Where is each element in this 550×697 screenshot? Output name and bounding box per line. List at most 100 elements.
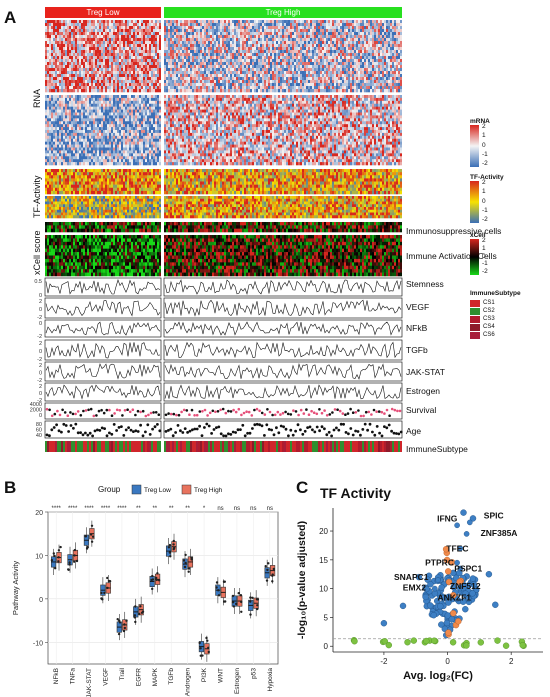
survival-point xyxy=(167,412,170,415)
subtype-cell xyxy=(101,441,103,452)
survival-point xyxy=(89,407,93,411)
survival-point xyxy=(383,412,386,415)
age-point xyxy=(174,431,178,434)
box-point xyxy=(134,605,137,608)
subtype-cell xyxy=(196,441,198,452)
point-label: ANKZF1 xyxy=(438,592,472,602)
box-point xyxy=(205,636,208,640)
age-point xyxy=(354,429,357,433)
survival-point xyxy=(92,414,96,418)
subtype-cell xyxy=(386,441,388,452)
box-point xyxy=(103,591,106,595)
legend-tick: -2 xyxy=(482,268,488,275)
survival-point xyxy=(255,407,259,411)
age-point xyxy=(141,434,145,438)
age-point xyxy=(153,425,157,429)
point-significant xyxy=(469,575,477,582)
subtype-cell xyxy=(294,441,296,452)
subtype-cell xyxy=(316,441,318,452)
survival-point xyxy=(364,410,368,414)
subtype-cell xyxy=(374,441,376,452)
survival-point xyxy=(224,411,228,415)
track-tick-label: 2 xyxy=(39,299,42,305)
subtype-cell xyxy=(200,441,202,452)
track-tick-label: 0 xyxy=(39,307,42,313)
box-point xyxy=(155,576,158,580)
survival-point xyxy=(164,413,168,417)
subtype-cell xyxy=(258,441,260,452)
age-point xyxy=(69,424,73,427)
subtype-cell xyxy=(226,441,228,452)
survival-point xyxy=(333,408,337,411)
subtype-cell xyxy=(151,441,153,452)
x-tick-label: 2 xyxy=(509,657,514,666)
survival-point xyxy=(182,408,186,412)
point-label: SNAPC1 xyxy=(394,572,429,582)
subtype-cell xyxy=(184,441,186,452)
point-nonsignificant xyxy=(477,639,485,646)
track-frame xyxy=(163,339,403,361)
subtype-cell xyxy=(214,441,216,452)
legend-subtype-item: CS3 xyxy=(470,315,521,323)
subtype-cell xyxy=(358,441,360,452)
subtype-cell xyxy=(168,441,170,452)
track-frame xyxy=(44,319,162,338)
subtype-cell xyxy=(121,441,123,452)
subtype-cell xyxy=(256,441,258,452)
track-frame xyxy=(163,297,403,319)
subtype-cell xyxy=(47,441,49,452)
significance-label: ns xyxy=(250,506,256,512)
track-line xyxy=(164,341,402,359)
subtype-cell xyxy=(89,441,91,452)
survival-point xyxy=(232,408,235,412)
age-point xyxy=(387,423,391,427)
legend-tick: 0 xyxy=(482,141,486,149)
significance-label: **** xyxy=(68,506,78,512)
box-point xyxy=(54,567,57,570)
box-point xyxy=(75,559,79,563)
box-point xyxy=(184,561,187,565)
subtype-cell xyxy=(87,441,89,452)
legend-subtype-item: CS6 xyxy=(470,331,521,339)
survival-point xyxy=(245,410,248,414)
track-estrogen: 20-2 xyxy=(37,382,403,404)
labeled-point xyxy=(457,545,464,552)
subtype-cell xyxy=(228,441,230,452)
track-line xyxy=(164,299,402,317)
point-significant xyxy=(444,612,452,619)
track-jakstat: 2 0-2 xyxy=(37,361,403,384)
age-point xyxy=(239,428,242,431)
track-frame xyxy=(163,402,403,420)
point-nonsignificant xyxy=(430,637,438,644)
age-point xyxy=(366,428,369,432)
subtype-cell xyxy=(93,441,95,452)
rna-heatmap-lower xyxy=(45,95,402,166)
age-point xyxy=(151,427,155,431)
subtype-cell xyxy=(314,441,316,452)
survival-point xyxy=(273,413,277,417)
subtype-cell xyxy=(57,441,59,452)
age-point xyxy=(205,422,209,426)
box-point xyxy=(182,559,186,562)
track-tick-label: 2 xyxy=(39,384,42,390)
panel-b-label: B xyxy=(4,478,17,497)
y-tick-label: 20 xyxy=(319,527,328,536)
subtype-cell xyxy=(280,441,282,452)
subtype-cell xyxy=(157,441,159,452)
box-point xyxy=(231,601,235,604)
box-point xyxy=(68,561,71,564)
age-point xyxy=(356,430,360,433)
y-tick-label: 15 xyxy=(319,556,328,565)
age-point xyxy=(96,428,99,432)
age-point xyxy=(167,429,170,432)
row-label-tgfb: TGFb xyxy=(406,345,428,355)
survival-point xyxy=(134,413,137,417)
labeled-point xyxy=(444,594,451,601)
significance-label: ns xyxy=(267,506,273,512)
point-highlight xyxy=(456,578,463,586)
survival-point xyxy=(102,411,106,415)
subtype-cell xyxy=(99,441,101,452)
significance-label: ** xyxy=(136,506,141,512)
age-point xyxy=(48,434,51,438)
subtype-cell xyxy=(59,441,61,452)
